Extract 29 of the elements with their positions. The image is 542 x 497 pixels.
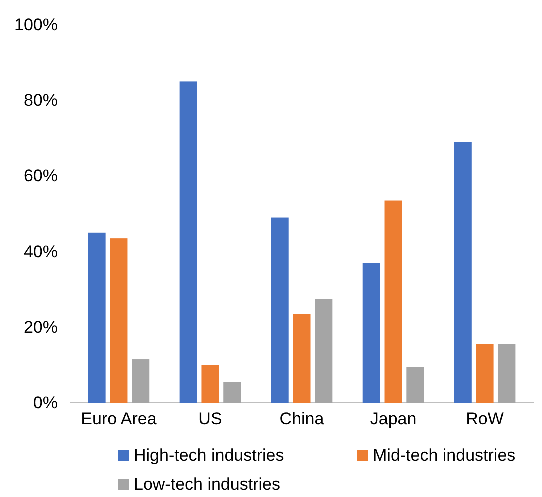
y-tick-label: 80% <box>24 91 58 110</box>
x-tick-label: Japan <box>370 410 417 429</box>
y-tick-label: 0% <box>33 393 58 412</box>
bar <box>88 232 106 403</box>
bar <box>293 314 311 403</box>
bar <box>180 82 198 403</box>
bar <box>202 365 220 403</box>
bar <box>271 218 289 403</box>
x-tick-label: RoW <box>466 410 504 429</box>
y-tick-label: 60% <box>24 166 58 186</box>
legend-label: High-tech industries <box>134 446 284 465</box>
bar <box>110 238 128 403</box>
legend-label: Mid-tech industries <box>373 446 516 465</box>
bar <box>315 299 333 403</box>
bar <box>476 344 494 403</box>
bar <box>406 367 424 403</box>
bar <box>498 344 516 403</box>
y-tick-label: 100% <box>14 15 58 34</box>
bar <box>132 360 150 403</box>
x-tick-label: China <box>280 410 325 429</box>
y-tick-label: 20% <box>24 318 58 337</box>
x-tick-label: Euro Area <box>81 410 158 429</box>
bar <box>454 142 472 403</box>
bar <box>224 382 242 403</box>
y-tick-label: 40% <box>24 242 58 262</box>
legend-label: Low-tech industries <box>134 475 280 494</box>
x-tick-label: US <box>198 410 222 429</box>
bar <box>362 263 380 403</box>
bar <box>384 200 402 403</box>
